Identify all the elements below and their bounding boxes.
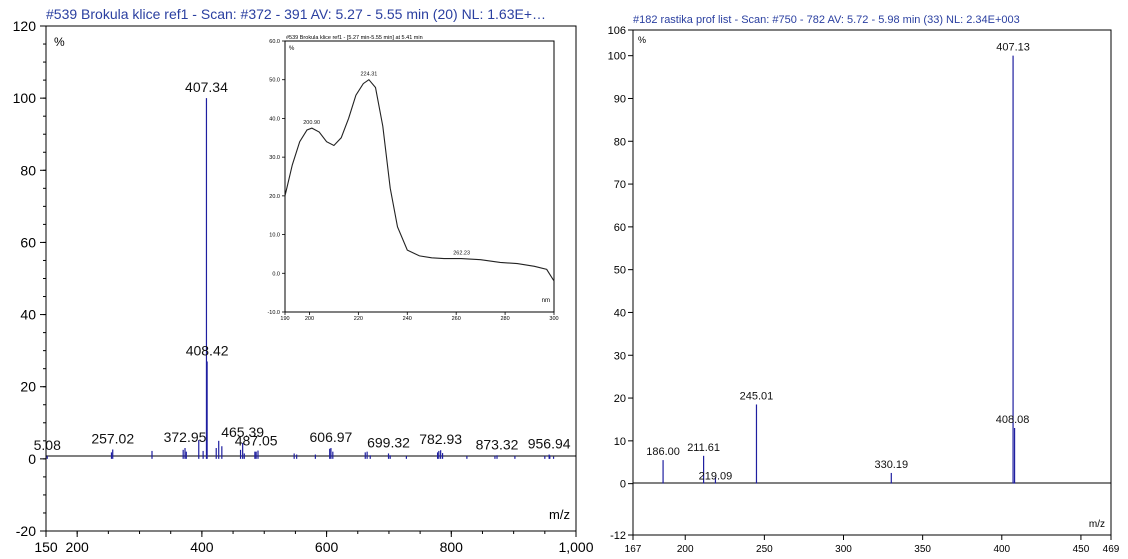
left-peak-labels: 407.34 408.42 5.08 257.02 372.95 465.39487.05…: [34, 79, 571, 453]
right-x-tick-label: 167: [625, 544, 642, 555]
left-y-tick-label: 60: [20, 234, 36, 250]
right-peak-label: 407.13: [996, 42, 1030, 54]
inset-uv-trace: [284, 78, 555, 282]
left-x-tick-label: 150: [34, 539, 58, 555]
left-x-tick-label: 200: [65, 539, 89, 555]
right-x-tick-label: 300: [835, 544, 852, 555]
right-x-tick-label: 469: [1103, 544, 1120, 555]
inset-peak-label: 200.90: [303, 120, 320, 126]
right-y-tick-label: -12: [610, 530, 626, 542]
right-spectrum-panel: #182 rastika prof list - Scan: #750 - 78…: [608, 14, 1120, 555]
right-y-axis: -12 0 10 20 30 40 50 60 70 80 90 100 106: [608, 25, 633, 542]
inset-plot-frame: [284, 40, 555, 313]
right-x-unit: m/z: [1089, 519, 1105, 530]
left-peak-sticks: [46, 98, 555, 459]
inset-y-tick-label: 0.0: [272, 271, 280, 277]
right-x-tick-label: 250: [756, 544, 773, 555]
left-peak-label: 699.32: [367, 434, 410, 450]
inset-x-tick-label: 220: [354, 316, 363, 322]
left-peak-label: 257.02: [91, 430, 134, 446]
left-x-tick-label: 1,000: [558, 539, 593, 555]
inset-x-tick-label: 190: [280, 316, 289, 322]
right-y-tick-label: 100: [608, 51, 626, 63]
inset-y-tick-label: 30.0: [269, 155, 280, 161]
left-peak-label: 5.08: [34, 437, 61, 453]
left-peak-label: 873.32: [476, 436, 519, 452]
left-spectrum-panel: #539 Brokula klice ref1 - Scan: #372 - 3…: [13, 6, 594, 555]
left-y-tick-label: 100: [13, 90, 37, 106]
right-peak-sticks: [662, 55, 1016, 484]
inset-peak-label: 224.31: [360, 72, 377, 78]
inset-y-tick-label: 10.0: [269, 233, 280, 239]
right-plot-frame: [632, 29, 1112, 536]
right-y-tick-label: 20: [614, 393, 626, 405]
left-peak-label: 372.95: [164, 429, 207, 445]
left-peak-label: 407.34: [185, 79, 228, 95]
left-x-tick-label: 400: [190, 539, 214, 555]
left-y-tick-label: 0: [28, 451, 36, 467]
inset-peak-label: 262.23: [453, 251, 470, 257]
right-peak-label: 408.08: [996, 414, 1030, 426]
right-y-tick-label: 106: [608, 25, 626, 37]
inset-y-unit: %: [289, 46, 295, 52]
right-x-tick-label: 400: [993, 544, 1010, 555]
right-y-unit: %: [638, 35, 646, 45]
right-x-tick-label: 350: [914, 544, 931, 555]
right-y-tick-label: 0: [620, 479, 626, 491]
inset-y-tick-label: 40.0: [269, 116, 280, 122]
right-peak-label: 330.19: [874, 459, 908, 471]
left-y-tick-label: 40: [20, 307, 36, 323]
right-y-tick-label: 90: [614, 93, 626, 105]
inset-y-tick-label: 60.0: [269, 39, 280, 45]
right-x-tick-label: 200: [677, 544, 694, 555]
inset-x-unit: nm: [542, 298, 550, 304]
inset-x-tick-label: 280: [500, 316, 509, 322]
inset-x-tick-label: 200: [305, 316, 314, 322]
right-x-tick-label: 450: [1073, 544, 1090, 555]
left-x-tick-label: 600: [315, 539, 339, 555]
inset-x-tick-label: 300: [549, 316, 558, 322]
right-peak-label: 245.01: [740, 390, 774, 402]
left-peak-label: 606.97: [310, 429, 353, 445]
left-panel-title: #539 Brokula klice ref1 - Scan: #372 - 3…: [46, 6, 546, 22]
inset-y-tick-label: 50.0: [269, 78, 280, 84]
left-x-axis: 150 200 400 600 800 1,000: [34, 531, 594, 555]
left-peak-label: 408.42: [186, 342, 229, 358]
right-y-tick-label: 40: [614, 307, 626, 319]
left-peak-label: 465.39: [221, 424, 264, 440]
right-peak-label: 186.00: [646, 446, 680, 458]
left-peak-label: 487.05: [235, 433, 278, 449]
right-x-axis: 167 200 250 300 350 400 450 469: [625, 535, 1120, 555]
left-peak-label: 956.94: [528, 436, 571, 452]
left-y-tick-label: 20: [20, 379, 36, 395]
right-peak-label: 211.61: [687, 442, 720, 454]
right-y-tick-label: 70: [614, 179, 626, 191]
inset-y-tick-label: -10.0: [267, 310, 280, 316]
right-y-tick-label: 60: [614, 222, 626, 234]
left-x-tick-label: 800: [440, 539, 464, 555]
left-y-tick-label: 80: [20, 162, 36, 178]
inset-axes: -10.0 0.0 10.0 20.0 30.0 40.0 50.0 60.0 190 200 22…: [267, 39, 558, 322]
inset-y-tick-label: 20.0: [269, 194, 280, 200]
left-y-tick-label: 120: [13, 18, 37, 34]
right-y-tick-label: 80: [614, 136, 626, 148]
right-y-tick-label: 30: [614, 350, 626, 362]
left-y-tick-label: -20: [16, 523, 36, 539]
right-y-tick-label: 50: [614, 265, 626, 277]
right-peak-labels: 186.00 211.61 219.09 245.01 330.19 407.13 408.…: [646, 42, 1030, 483]
left-y-axis: -20 0 20 40 60 80 100 120: [13, 18, 46, 539]
left-y-unit: %: [54, 35, 65, 49]
left-peak-label: 782.93: [419, 431, 462, 447]
right-peak-label: 219.09: [699, 471, 733, 483]
right-panel-title: #182 rastika prof list - Scan: #750 - 78…: [633, 14, 1020, 26]
right-y-tick-label: 10: [614, 436, 626, 448]
left-x-unit: m/z: [549, 507, 570, 522]
inset-title: #539 Brokula klice ref1 - [5.27 min-5.55…: [286, 35, 423, 41]
inset-peak-labels: 200.90 224.31 262.23: [303, 72, 470, 257]
inset-x-tick-label: 260: [452, 316, 461, 322]
inset-x-tick-label: 240: [403, 316, 412, 322]
inset-uv-panel: #539 Brokula klice ref1 - [5.27 min-5.55…: [267, 35, 558, 322]
